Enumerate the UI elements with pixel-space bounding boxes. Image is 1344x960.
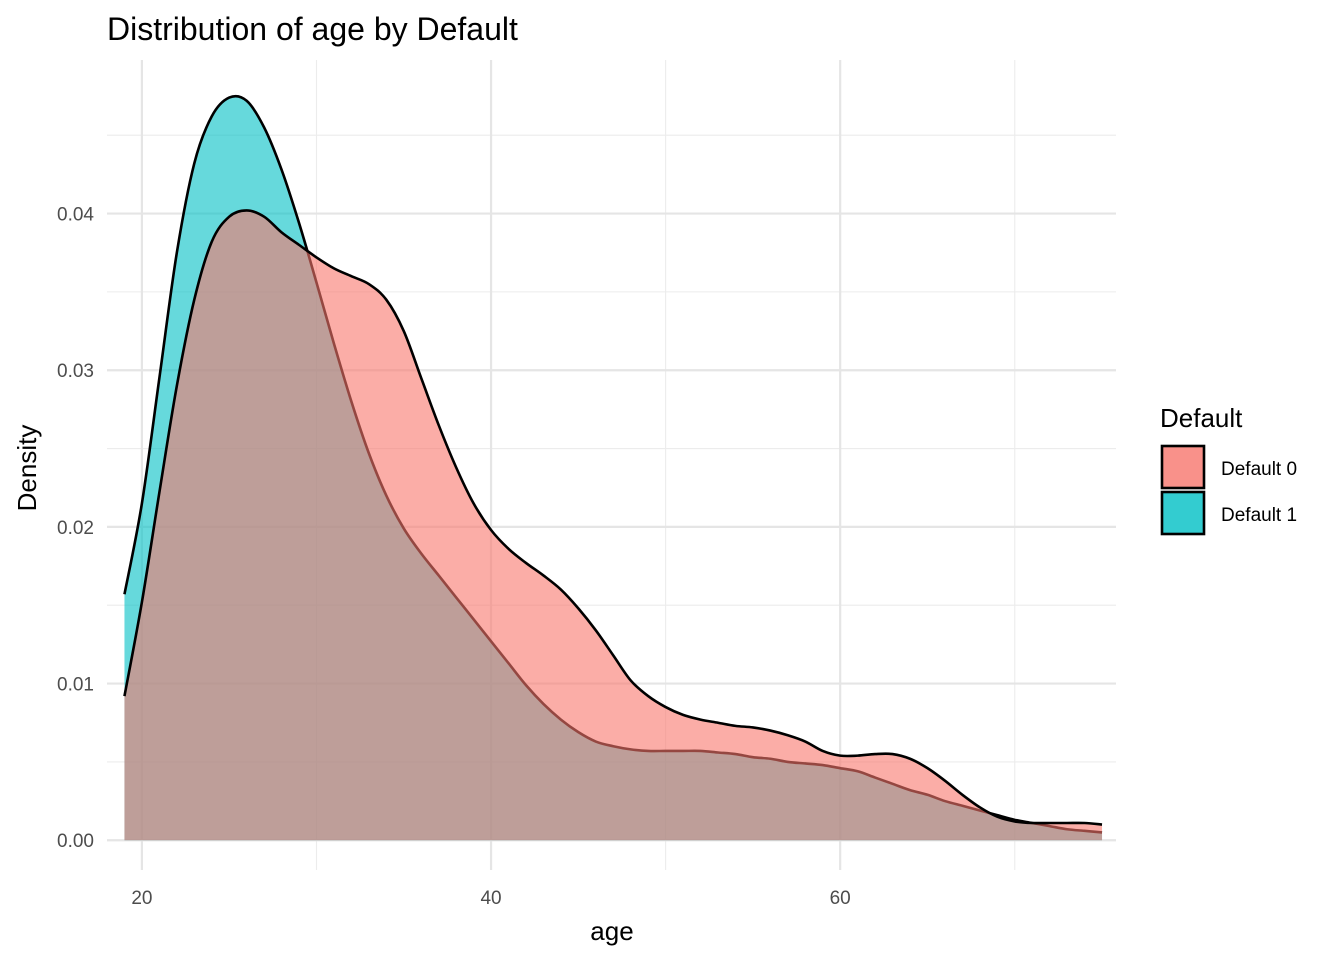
y-tick-label: 0.02 bbox=[57, 518, 94, 539]
density-areas bbox=[123, 94, 1103, 841]
legend-label-default-1: Default 1 bbox=[1221, 505, 1297, 526]
legend-label-default-0: Default 0 bbox=[1221, 459, 1297, 480]
legend-swatch-default-0 bbox=[1160, 444, 1206, 490]
x-tick-label: 60 bbox=[830, 888, 851, 909]
legend: Default Default 0 Default 1 bbox=[1160, 403, 1297, 536]
x-axis-ticks: 20 40 60 bbox=[131, 888, 850, 909]
y-axis-ticks: 0.00 0.01 0.02 0.03 0.04 bbox=[57, 205, 94, 853]
x-tick-label: 20 bbox=[131, 888, 152, 909]
x-axis-title: age bbox=[590, 916, 633, 946]
legend-swatch-default-1 bbox=[1160, 490, 1206, 536]
y-tick-label: 0.01 bbox=[57, 675, 94, 696]
chart-title: Distribution of age by Default bbox=[107, 11, 518, 47]
y-tick-label: 0.00 bbox=[57, 831, 94, 852]
legend-title: Default bbox=[1160, 403, 1243, 433]
y-axis-title: Density bbox=[12, 425, 42, 512]
y-tick-label: 0.04 bbox=[57, 205, 94, 226]
density-line-default-0 bbox=[123, 209, 1103, 826]
y-tick-label: 0.03 bbox=[57, 361, 94, 382]
x-tick-label: 40 bbox=[480, 888, 501, 909]
density-area-default-0 bbox=[124, 210, 1103, 841]
